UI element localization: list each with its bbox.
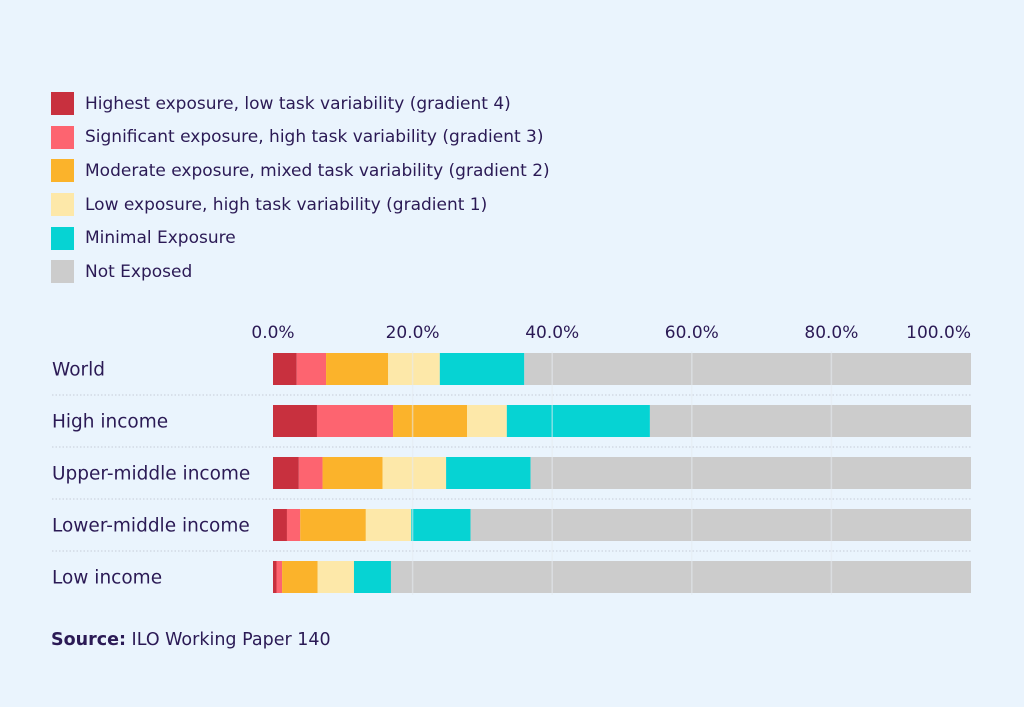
legend-label: Significant exposure, high task variabil…	[85, 127, 544, 148]
bar-segment	[411, 509, 471, 541]
bar-segment	[390, 561, 971, 593]
bar-segment	[382, 457, 447, 489]
legend-item: Not Exposed	[51, 255, 550, 289]
legend-swatch	[51, 193, 74, 217]
legend-label: Moderate exposure, mixed task variabilit…	[85, 160, 550, 181]
x-tick-label: 80.0%	[804, 323, 858, 343]
bar-segment	[273, 561, 277, 593]
legend-label: Not Exposed	[85, 261, 193, 282]
bar-segment	[506, 405, 650, 437]
bar-segment	[273, 509, 287, 541]
bar-segment	[317, 561, 354, 593]
category-label: Lower-middle income	[52, 516, 250, 537]
bar-segment	[439, 353, 525, 385]
bar-segment	[298, 457, 323, 489]
x-tick-label: 60.0%	[665, 323, 719, 343]
bar-segment	[326, 353, 389, 385]
bar-segment	[276, 561, 283, 593]
source-label: Source:	[51, 630, 126, 650]
bar-segment	[365, 509, 412, 541]
legend-label: Highest exposure, low task variability (…	[85, 93, 511, 114]
x-tick-label: 20.0%	[386, 323, 440, 343]
bar-segment	[467, 405, 507, 437]
source-text: ILO Working Paper 140	[125, 630, 331, 650]
bar-segment	[316, 405, 394, 437]
bar-segment	[649, 405, 971, 437]
x-tick-label: 40.0%	[525, 323, 579, 343]
bar-segment	[273, 353, 297, 385]
category-label: High income	[52, 412, 168, 433]
legend-swatch	[51, 125, 74, 149]
legend: Highest exposure, low task variability (…	[51, 87, 550, 289]
legend-item: Significant exposure, high task variabil…	[51, 121, 550, 155]
legend-item: Moderate exposure, mixed task variabilit…	[51, 154, 550, 188]
legend-label: Low exposure, high task variability (gra…	[85, 194, 488, 215]
bar-segment	[353, 561, 391, 593]
bar-segment	[470, 509, 971, 541]
category-label: Low income	[52, 568, 162, 589]
bar-segment	[530, 457, 971, 489]
bar-segment	[296, 353, 327, 385]
legend-item: Highest exposure, low task variability (…	[51, 87, 550, 121]
bar-segment	[446, 457, 531, 489]
x-tick-label: 0.0%	[251, 323, 294, 343]
legend-swatch	[51, 260, 74, 284]
x-tick-label: 100.0%	[906, 323, 971, 343]
bar-segment	[300, 509, 366, 541]
category-label: World	[52, 360, 105, 381]
bar-segment	[273, 405, 317, 437]
bar-segment	[273, 457, 299, 489]
bar-segment	[282, 561, 318, 593]
category-label: Upper-middle income	[52, 464, 250, 485]
bar-segment	[322, 457, 383, 489]
bar-segment	[524, 353, 971, 385]
bar-segment	[393, 405, 468, 437]
legend-swatch	[51, 92, 74, 116]
legend-swatch	[51, 226, 74, 250]
bar-segment	[388, 353, 440, 385]
legend-item: Minimal Exposure	[51, 221, 550, 255]
legend-label: Minimal Exposure	[85, 228, 236, 249]
source-note: Source: ILO Working Paper 140	[51, 630, 331, 650]
legend-item: Low exposure, high task variability (gra…	[51, 188, 550, 222]
bar-segment	[286, 509, 301, 541]
legend-swatch	[51, 159, 74, 183]
